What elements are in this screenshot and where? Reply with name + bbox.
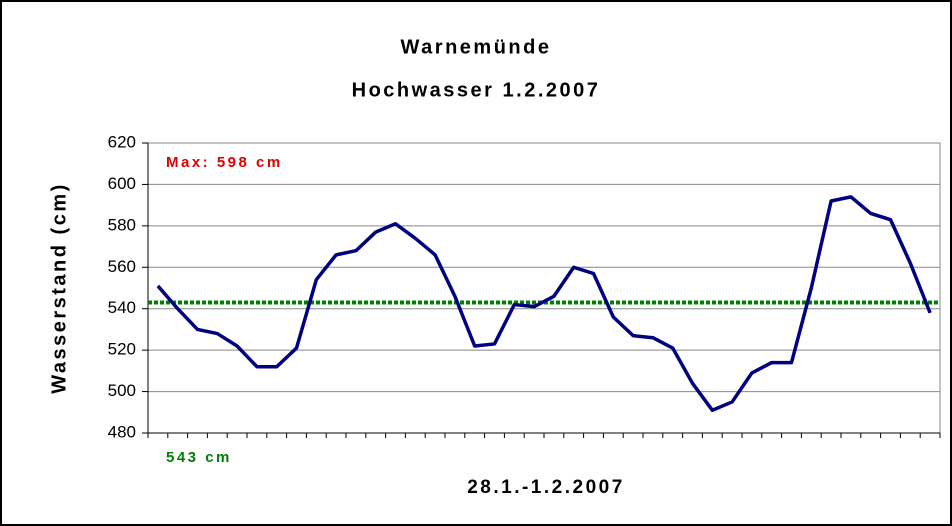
chart-title: Warnemünde bbox=[401, 36, 552, 58]
y-tick-label: 560 bbox=[108, 257, 136, 276]
y-axis-label: Wasserstand (cm) bbox=[48, 182, 70, 394]
max-annotation: Max: 598 cm bbox=[166, 154, 283, 171]
y-tick-label: 620 bbox=[108, 132, 136, 151]
y-tick-label: 540 bbox=[108, 298, 136, 317]
y-tick-label: 480 bbox=[108, 422, 136, 441]
y-tick-label: 500 bbox=[108, 381, 136, 400]
data-line bbox=[156, 195, 932, 412]
y-tick-label: 580 bbox=[108, 215, 136, 234]
chart-subtitle: Hochwasser 1.2.2007 bbox=[352, 79, 601, 101]
reference-label: 543 cm bbox=[166, 449, 232, 466]
y-tick-label: 520 bbox=[108, 340, 136, 359]
x-axis-label: 28.1.-1.2.2007 bbox=[467, 477, 625, 498]
y-tick-label: 600 bbox=[108, 174, 136, 193]
